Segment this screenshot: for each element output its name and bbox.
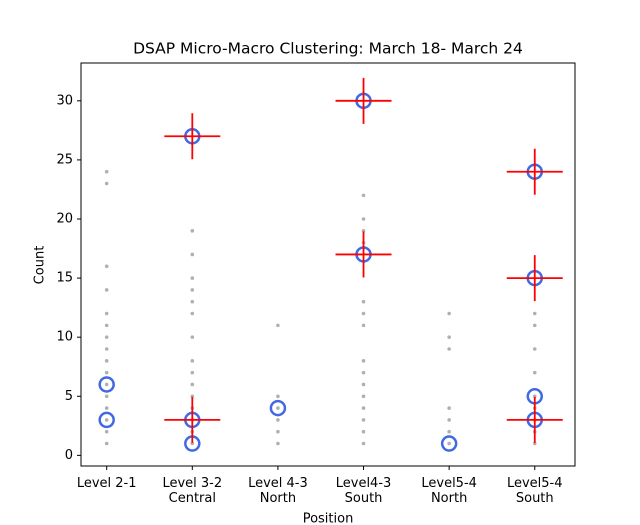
data-point xyxy=(276,418,280,422)
data-point xyxy=(104,418,109,422)
data-point xyxy=(447,441,451,446)
data-point xyxy=(190,276,195,280)
data-point xyxy=(104,311,109,316)
data-point xyxy=(104,347,109,351)
data-point xyxy=(447,429,451,434)
data-point xyxy=(104,335,109,339)
y-tick-label: 0 xyxy=(65,448,73,463)
macro-cluster xyxy=(506,255,563,302)
data-point xyxy=(104,370,109,375)
macro-cluster xyxy=(506,148,563,195)
data-point xyxy=(104,323,109,328)
y-tick-label: 25 xyxy=(56,152,73,167)
data-point xyxy=(104,264,109,269)
data-point xyxy=(276,394,280,399)
data-point xyxy=(276,441,280,446)
data-point xyxy=(104,382,109,387)
y-tick-label: 30 xyxy=(56,93,73,108)
data-point xyxy=(104,169,109,174)
data-point xyxy=(190,394,195,399)
data-point xyxy=(361,299,366,304)
data-point xyxy=(447,335,451,339)
data-point xyxy=(190,382,195,387)
data-point xyxy=(104,288,109,292)
data-point xyxy=(532,323,537,328)
data-point xyxy=(190,288,195,292)
plot-frame xyxy=(80,62,576,467)
micro-cluster xyxy=(98,411,115,429)
macro-cluster xyxy=(164,113,221,160)
data-point xyxy=(190,370,195,375)
data-point xyxy=(361,418,366,422)
data-point xyxy=(361,406,366,410)
data-point xyxy=(190,441,195,446)
data-point xyxy=(532,311,537,316)
data-point xyxy=(276,323,280,328)
data-point xyxy=(190,229,195,233)
data-point xyxy=(104,406,109,410)
x-tick-label: Level 3-2 Central xyxy=(162,476,223,506)
data-point xyxy=(361,429,366,434)
macro-cluster xyxy=(335,231,392,278)
data-point xyxy=(276,429,280,434)
data-point xyxy=(361,217,366,221)
data-point xyxy=(104,181,109,186)
data-point xyxy=(361,394,366,399)
data-point xyxy=(104,441,109,446)
data-point xyxy=(276,406,280,410)
data-point xyxy=(361,311,366,316)
data-point xyxy=(104,394,109,399)
data-point xyxy=(361,370,366,375)
x-tick-label: Level5-4 North xyxy=(421,476,477,506)
x-tick-label: Level5-4 South xyxy=(506,476,563,506)
data-point xyxy=(447,347,451,351)
data-point xyxy=(104,429,109,434)
x-tick-label: Level 4-3 North xyxy=(248,476,308,506)
data-point xyxy=(104,359,109,363)
micro-cluster xyxy=(269,399,287,417)
data-point xyxy=(190,252,195,257)
data-point xyxy=(361,323,366,328)
y-tick-label: 20 xyxy=(56,212,73,227)
macro-cluster xyxy=(164,396,221,443)
x-tick-label: Level 2-1 xyxy=(76,476,137,491)
data-point xyxy=(361,441,366,446)
y-axis-label: Count xyxy=(33,246,48,285)
data-point xyxy=(361,382,366,387)
y-tick-label: 15 xyxy=(56,271,73,286)
data-point xyxy=(447,406,451,410)
x-axis-label: Position xyxy=(303,512,354,525)
x-tick-label: Level4-3 South xyxy=(335,476,392,506)
data-point xyxy=(532,347,537,351)
micro-cluster xyxy=(98,376,115,393)
data-point xyxy=(361,359,366,363)
data-point xyxy=(190,311,195,316)
data-point xyxy=(190,359,195,363)
data-point xyxy=(532,370,537,375)
chart-title: DSAP Micro-Macro Clustering: March 18- M… xyxy=(133,40,523,58)
y-tick-label: 5 xyxy=(65,389,73,404)
macro-cluster xyxy=(335,77,392,124)
data-point xyxy=(190,335,195,339)
data-point xyxy=(447,418,451,422)
data-point xyxy=(447,311,451,316)
data-point xyxy=(190,299,195,304)
micro-cluster xyxy=(440,435,458,452)
macro-cluster xyxy=(506,396,563,443)
y-tick-label: 10 xyxy=(56,330,73,345)
data-point xyxy=(361,193,366,198)
